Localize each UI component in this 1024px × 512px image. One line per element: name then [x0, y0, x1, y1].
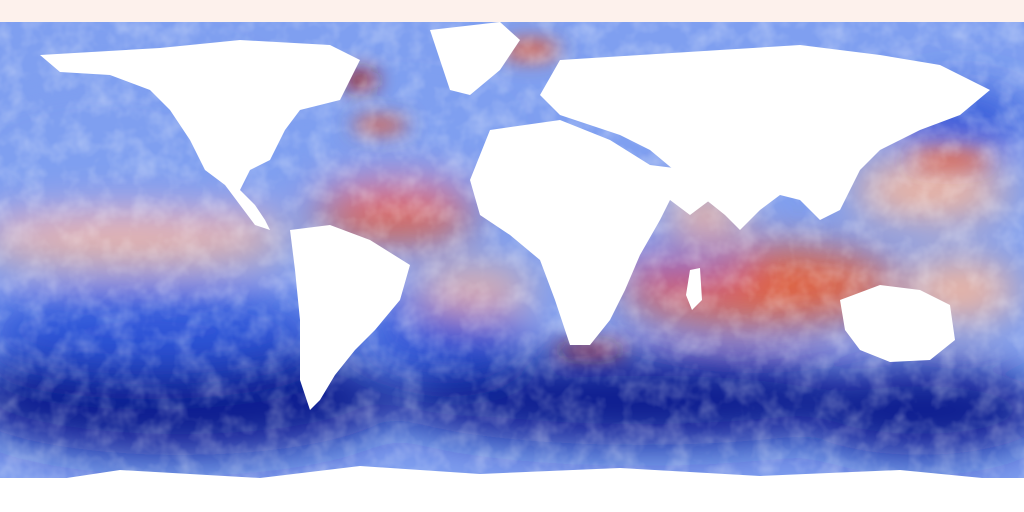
madagascar: [686, 268, 702, 310]
australia: [840, 285, 955, 362]
africa: [470, 120, 680, 345]
antarctica: [0, 466, 1024, 512]
south-america: [290, 225, 410, 410]
eurasia: [540, 45, 990, 230]
north-america: [40, 40, 360, 230]
arabia: [650, 165, 710, 215]
greenland: [430, 22, 520, 95]
arctic-sea-ice: [0, 0, 1024, 22]
land-layer: [0, 22, 1024, 512]
